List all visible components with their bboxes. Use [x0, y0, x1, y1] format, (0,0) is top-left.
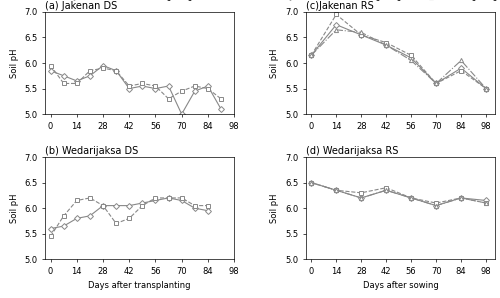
- Text: (a) Jakenan DS: (a) Jakenan DS: [45, 1, 117, 11]
- Text: (c)Jakenan RS: (c)Jakenan RS: [306, 1, 374, 11]
- Y-axis label: Soil pH: Soil pH: [270, 48, 280, 78]
- X-axis label: Days after transplanting: Days after transplanting: [88, 281, 191, 291]
- Legend: Control, Steel slag 1 Mg ha-1: Control, Steel slag 1 Mg ha-1: [64, 0, 214, 4]
- Y-axis label: Soil pH: Soil pH: [10, 48, 18, 78]
- Y-axis label: Soil pH: Soil pH: [270, 193, 280, 223]
- Text: (d) Wedarijaksa RS: (d) Wedarijaksa RS: [306, 146, 398, 156]
- Text: (b) Wedarijaksa DS: (b) Wedarijaksa DS: [45, 146, 138, 156]
- X-axis label: Days after sowing: Days after sowing: [362, 281, 438, 291]
- Y-axis label: Soil pH: Soil pH: [10, 193, 18, 223]
- Legend: Control, Steel slag 1 Mg ha-1, Steel slag 2 Mg ha-1: Control, Steel slag 1 Mg ha-1, Steel sla…: [281, 0, 500, 4]
